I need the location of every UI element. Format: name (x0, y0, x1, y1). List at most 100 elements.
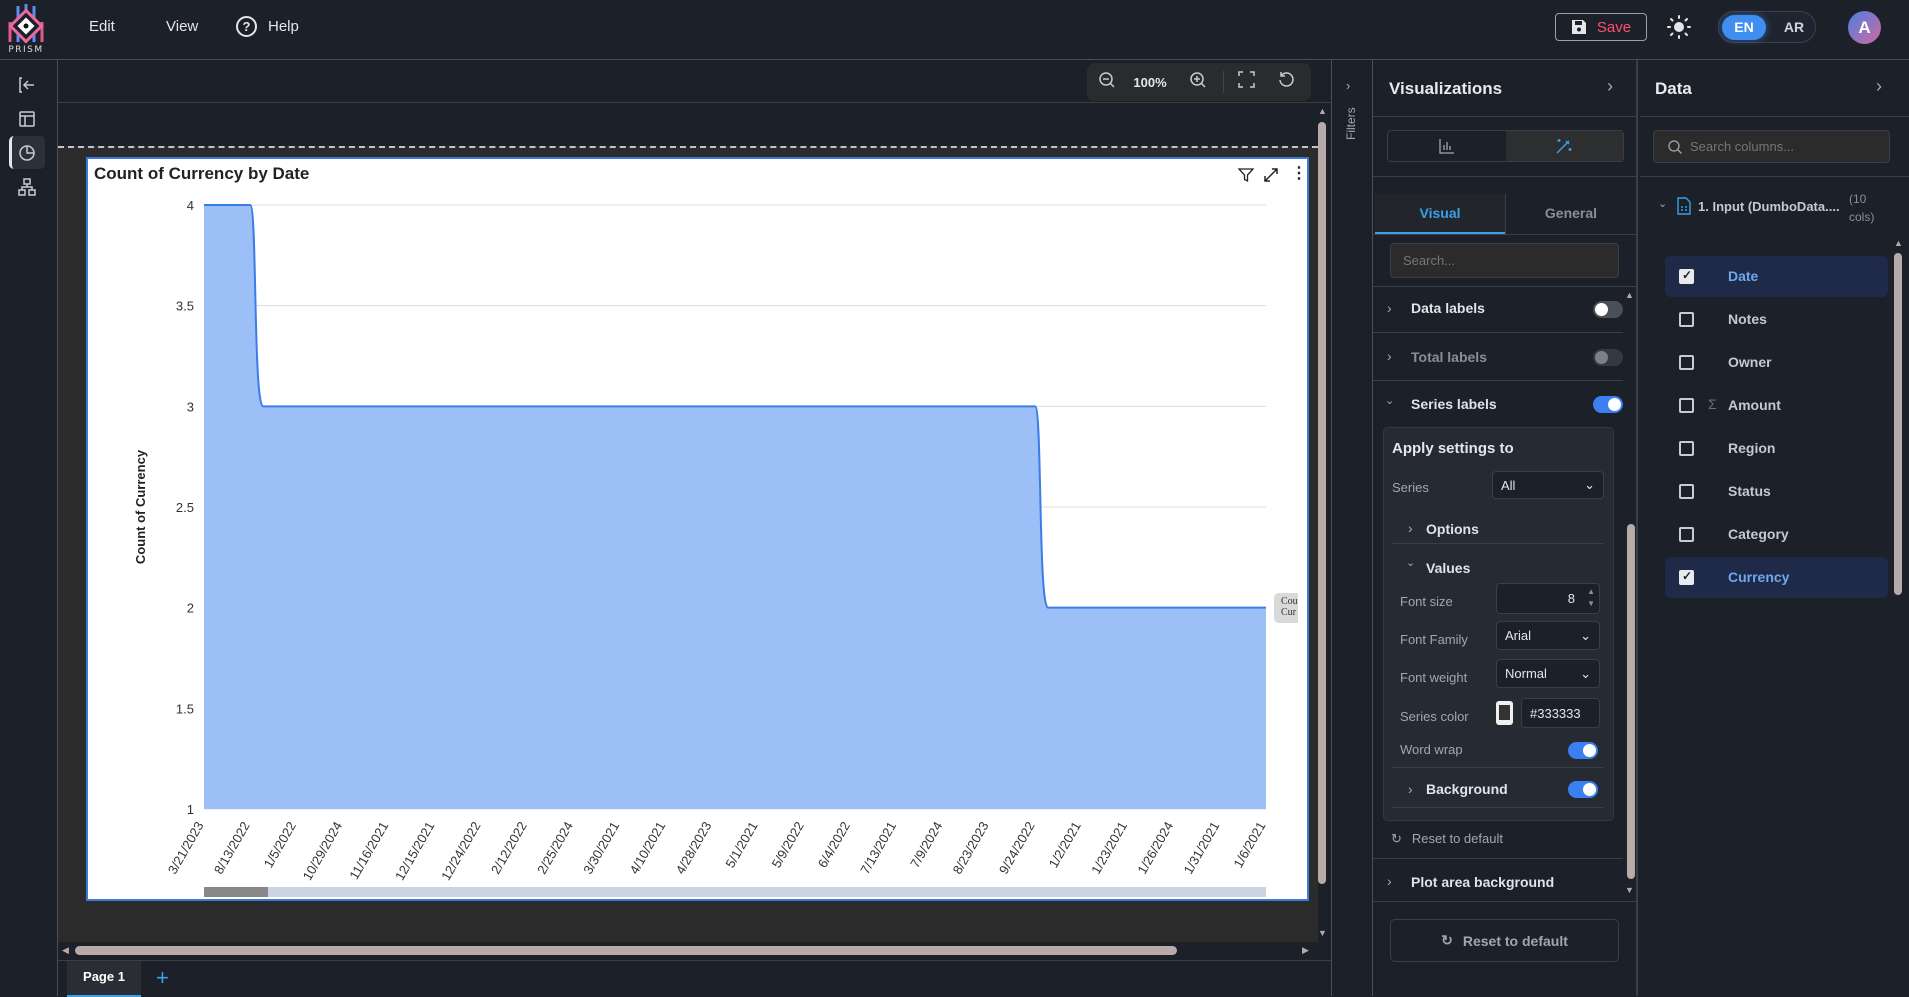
scroll-up-arrow[interactable]: ▲ (1894, 238, 1903, 248)
layout-icon[interactable] (14, 106, 40, 132)
canvas-horizontal-scrollbar[interactable]: ◀ ▶ (58, 942, 1318, 960)
chevron-right-icon[interactable]: › (1346, 78, 1350, 93)
column-item-category[interactable]: Category (1665, 514, 1888, 555)
search-columns-input[interactable] (1690, 131, 1885, 162)
series-labels-toggle[interactable] (1593, 396, 1623, 413)
data-scrollbar-thumb[interactable] (1894, 253, 1902, 595)
series-labels-label[interactable]: Series labels (1411, 396, 1497, 412)
reset-link[interactable]: ↻Reset to default (1391, 831, 1503, 847)
font-family-select[interactable]: Arial⌄ (1496, 621, 1600, 650)
menu-view[interactable]: View (166, 18, 198, 35)
lang-en[interactable]: EN (1722, 15, 1766, 40)
total-labels-toggle[interactable] (1593, 349, 1623, 366)
column-label: Currency (1728, 569, 1789, 585)
data-labels-toggle[interactable] (1593, 301, 1623, 318)
prism-logo[interactable]: PRISM (4, 2, 48, 54)
avatar[interactable]: A (1848, 11, 1881, 44)
filters-pane[interactable]: › Filters (1331, 60, 1373, 996)
font-size-value: 8 (1568, 591, 1575, 606)
sun-icon[interactable] (1667, 15, 1691, 39)
chevron-right-icon[interactable]: › (1387, 300, 1392, 316)
chevron-down-icon[interactable]: ⌄ (1385, 394, 1394, 407)
canvas-vertical-scrollbar[interactable]: ▲ ▼ (1316, 106, 1328, 942)
visual-search-input[interactable] (1390, 243, 1619, 278)
total-labels-label[interactable]: Total labels (1411, 349, 1487, 365)
scrollbar-thumb[interactable] (1318, 122, 1326, 884)
pie-chart-icon[interactable] (14, 140, 40, 166)
tab-general[interactable]: General (1505, 194, 1636, 234)
column-checkbox[interactable] (1679, 312, 1694, 327)
column-checkbox[interactable] (1679, 398, 1694, 413)
help-icon[interactable]: ? (236, 16, 257, 37)
reset-view-icon[interactable] (1268, 71, 1304, 93)
column-label: Region (1728, 440, 1775, 456)
scroll-down-arrow[interactable]: ▼ (1625, 885, 1634, 895)
data-source-name[interactable]: 1. Input (DumboData.... (1698, 199, 1840, 214)
background-label[interactable]: Background (1426, 781, 1508, 797)
column-item-owner[interactable]: Owner (1665, 342, 1888, 383)
font-weight-select[interactable]: Normal⌄ (1496, 659, 1600, 688)
tab-page-1[interactable]: Page 1 (67, 961, 141, 997)
chevron-down-icon: ⌄ (1580, 628, 1591, 644)
chevron-right-icon[interactable]: › (1607, 76, 1613, 97)
word-wrap-toggle[interactable] (1568, 742, 1598, 759)
lang-ar[interactable]: AR (1777, 15, 1811, 40)
options-label[interactable]: Options (1426, 521, 1479, 537)
series-color-input[interactable]: #333333 (1521, 698, 1600, 728)
search-icon (1668, 140, 1682, 154)
zoom-out-icon[interactable] (1087, 71, 1127, 94)
column-checkbox[interactable] (1679, 355, 1694, 370)
fit-screen-icon[interactable] (1224, 71, 1268, 93)
stepper-arrows-icon[interactable]: ▲▼ (1587, 586, 1595, 610)
chevron-down-icon[interactable]: ⌄ (1406, 556, 1415, 569)
chevron-right-icon[interactable]: › (1876, 76, 1882, 97)
hierarchy-icon[interactable] (14, 174, 40, 200)
column-item-status[interactable]: Status (1665, 471, 1888, 512)
values-label[interactable]: Values (1426, 560, 1470, 576)
menu-help[interactable]: Help (268, 18, 299, 35)
language-toggle[interactable]: EN AR (1718, 11, 1816, 43)
column-item-date[interactable]: Date (1665, 256, 1888, 297)
x-tick-label: 1/23/2021 (1088, 819, 1130, 877)
column-item-currency[interactable]: Currency (1665, 557, 1888, 598)
viz-scrollbar-thumb[interactable] (1627, 524, 1635, 879)
chevron-right-icon[interactable]: › (1408, 520, 1413, 536)
column-item-region[interactable]: Region (1665, 428, 1888, 469)
chevron-down-icon[interactable]: ⌄ (1658, 197, 1667, 210)
scroll-up-arrow[interactable]: ▲ (1625, 290, 1634, 300)
chevron-right-icon[interactable]: › (1408, 781, 1413, 797)
x-tick-label: 9/24/2022 (996, 819, 1038, 877)
zoom-in-icon[interactable] (1173, 71, 1223, 94)
chart-scrollbar-thumb[interactable] (204, 887, 268, 897)
chart-scrollbar[interactable] (204, 887, 1266, 897)
menu-edit[interactable]: Edit (89, 18, 115, 35)
column-checkbox[interactable] (1679, 441, 1694, 456)
scrollbar-thumb[interactable] (75, 946, 1177, 955)
magic-wand-icon[interactable] (1506, 131, 1624, 161)
bar-chart-icon[interactable] (1388, 131, 1506, 161)
chevron-right-icon[interactable]: › (1387, 348, 1392, 364)
data-labels-label[interactable]: Data labels (1411, 300, 1485, 316)
scroll-down-arrow[interactable]: ▼ (1894, 578, 1903, 588)
background-toggle[interactable] (1568, 781, 1598, 798)
logo-text: PRISM (8, 45, 43, 54)
tab-visual[interactable]: Visual (1375, 194, 1505, 234)
filters-label[interactable]: Filters (1344, 107, 1358, 140)
column-checkbox[interactable] (1679, 269, 1694, 284)
column-item-notes[interactable]: Notes (1665, 299, 1888, 340)
search-columns-box[interactable] (1653, 130, 1890, 163)
exit-icon[interactable] (14, 72, 40, 98)
column-checkbox[interactable] (1679, 527, 1694, 542)
font-size-stepper[interactable]: 8 ▲▼ (1496, 583, 1600, 614)
series-color-swatch[interactable] (1496, 701, 1513, 725)
plot-area-background-label[interactable]: Plot area background (1411, 874, 1554, 890)
column-checkbox[interactable] (1679, 484, 1694, 499)
add-page-button[interactable]: + (156, 965, 169, 991)
column-checkbox[interactable] (1679, 570, 1694, 585)
chevron-right-icon[interactable]: › (1387, 873, 1392, 889)
reset-to-default-button[interactable]: ↻Reset to default (1390, 919, 1619, 962)
series-select[interactable]: All⌄ (1492, 471, 1604, 499)
save-button[interactable]: Save (1555, 13, 1647, 41)
